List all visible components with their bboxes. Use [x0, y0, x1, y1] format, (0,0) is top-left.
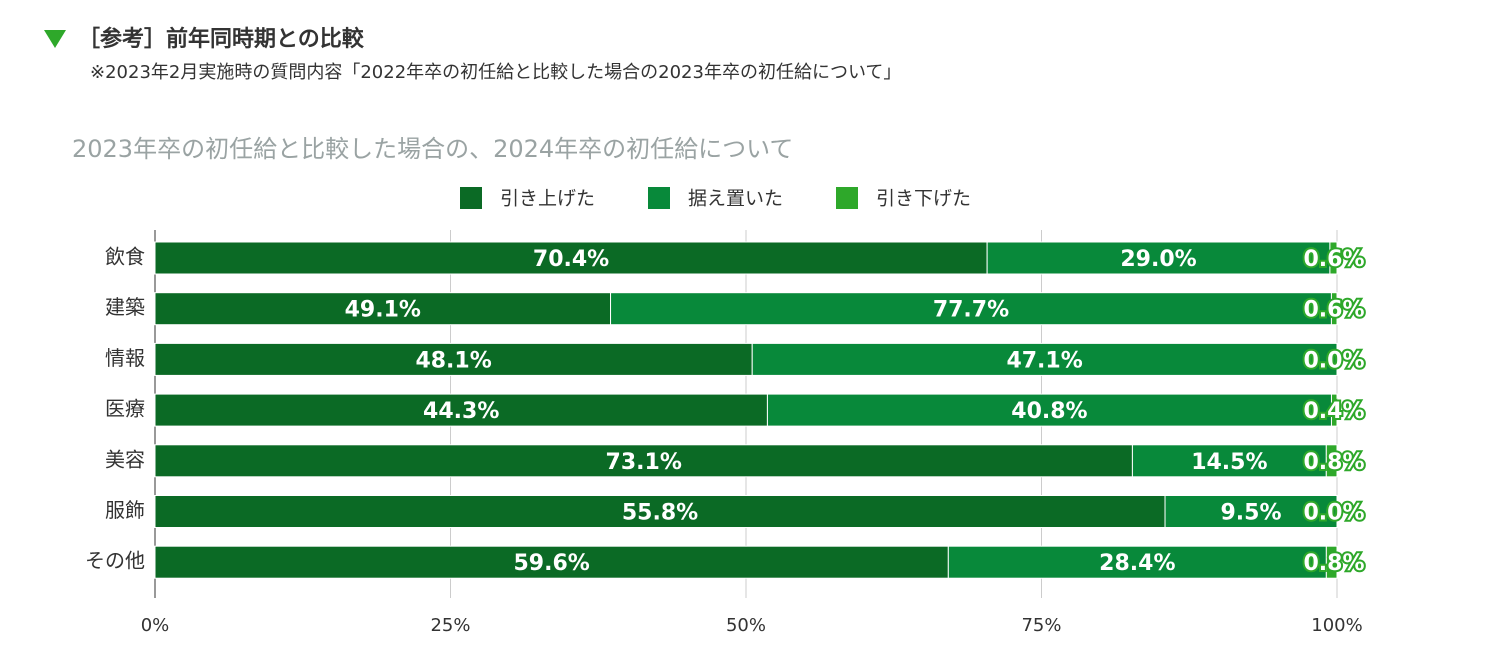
y-tick-label: 医療: [105, 397, 145, 421]
x-tick-label: 75%: [1021, 615, 1061, 636]
bar-segment: [154, 342, 753, 376]
page-title: ［参考］前年同時期との比較: [78, 26, 365, 52]
data-label-outline: 0.6%: [1303, 298, 1364, 323]
data-label-outline: 0.8%: [1303, 450, 1364, 475]
bar-segment: [766, 393, 1332, 427]
data-label: 28.4%: [1099, 551, 1175, 576]
bar-segment: [154, 444, 1133, 478]
legend-swatch: [460, 187, 482, 209]
y-tick-label: 飲食: [105, 245, 145, 269]
y-tick-label: その他: [85, 549, 145, 573]
data-label: 77.7%: [933, 298, 1009, 323]
bar-segment: [154, 241, 988, 275]
data-label-outline: 0.0%: [1303, 348, 1364, 373]
data-label: 14.5%: [1191, 450, 1267, 475]
bar-segment: [947, 545, 1327, 579]
bar-segment: [1325, 444, 1338, 478]
data-label: 49.1%: [345, 298, 421, 323]
bar-segment: [1329, 241, 1338, 275]
page-subtitle: ※2023年2月実施時の質問内容「2022年卒の初任給と比較した場合の2023年…: [90, 62, 901, 83]
bar-segment: [1330, 292, 1338, 326]
data-label: 40.8%: [1011, 399, 1087, 424]
bar-segment: [154, 495, 1166, 528]
x-tick-label: 100%: [1311, 615, 1362, 636]
bar-segment: [154, 393, 768, 427]
data-label-outline: 0.6%: [1303, 247, 1364, 272]
chart-title: 2023年卒の初任給と比較した場合の、2024年卒の初任給について: [72, 135, 793, 163]
x-tick-label: 50%: [726, 615, 766, 636]
y-tick-label: 情報: [105, 346, 145, 370]
x-tick-label: 25%: [430, 615, 470, 636]
bar-segment: [154, 545, 949, 579]
marker-triangle: [44, 30, 66, 48]
legend-swatch: [836, 187, 858, 209]
legend: 引き上げた 据え置いた 引き下げた: [460, 187, 971, 210]
bar-segment: [1164, 495, 1338, 528]
legend-swatch: [648, 187, 670, 209]
data-label: 55.8%: [622, 501, 698, 526]
data-label-outline: 0.0%: [1303, 501, 1364, 526]
data-label: 9.5%: [1221, 501, 1282, 526]
data-label: 73.1%: [606, 450, 682, 475]
data-label-outline: 0.8%: [1303, 551, 1364, 576]
data-label: 47.1%: [1006, 348, 1082, 373]
y-tick-label: 服飾: [105, 498, 145, 522]
bar-segment: [154, 292, 612, 326]
y-tick-label: 美容: [105, 447, 145, 471]
x-tick-label: 0%: [141, 615, 170, 636]
data-label: 70.4%: [533, 247, 609, 272]
bar-segment: [1325, 545, 1338, 579]
data-label: 29.0%: [1120, 247, 1196, 272]
bar-segment: [751, 342, 1338, 376]
bar-segment: [986, 241, 1331, 275]
data-label: 59.6%: [513, 551, 589, 576]
data-label: 48.1%: [415, 348, 491, 373]
legend-label: 引き上げた: [500, 188, 595, 210]
y-tick-label: 建築: [105, 295, 145, 319]
bar-segment: [610, 292, 1332, 326]
legend-label: 引き下げた: [876, 188, 971, 210]
legend-label: 据え置いた: [688, 188, 783, 210]
data-label-outline: 0.4%: [1303, 399, 1364, 424]
bar-segment: [1330, 393, 1338, 427]
data-label: 44.3%: [423, 399, 499, 424]
bar-segment: [1131, 444, 1327, 478]
bars: 飲食 70.4% 29.0% 0.6% 建築 49.1% 77.7% 0.6% 情報 48.1% 4…: [85, 241, 1367, 579]
